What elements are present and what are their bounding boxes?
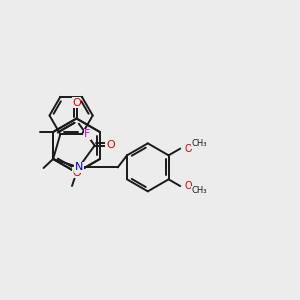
Text: O: O (72, 98, 81, 108)
Text: CH₃: CH₃ (191, 186, 207, 195)
Text: F: F (84, 129, 91, 139)
Text: O: O (184, 181, 192, 191)
Text: CH₃: CH₃ (191, 140, 207, 148)
Text: O: O (106, 140, 115, 151)
Text: O: O (72, 167, 81, 178)
Text: N: N (75, 162, 83, 172)
Text: O: O (184, 144, 192, 154)
